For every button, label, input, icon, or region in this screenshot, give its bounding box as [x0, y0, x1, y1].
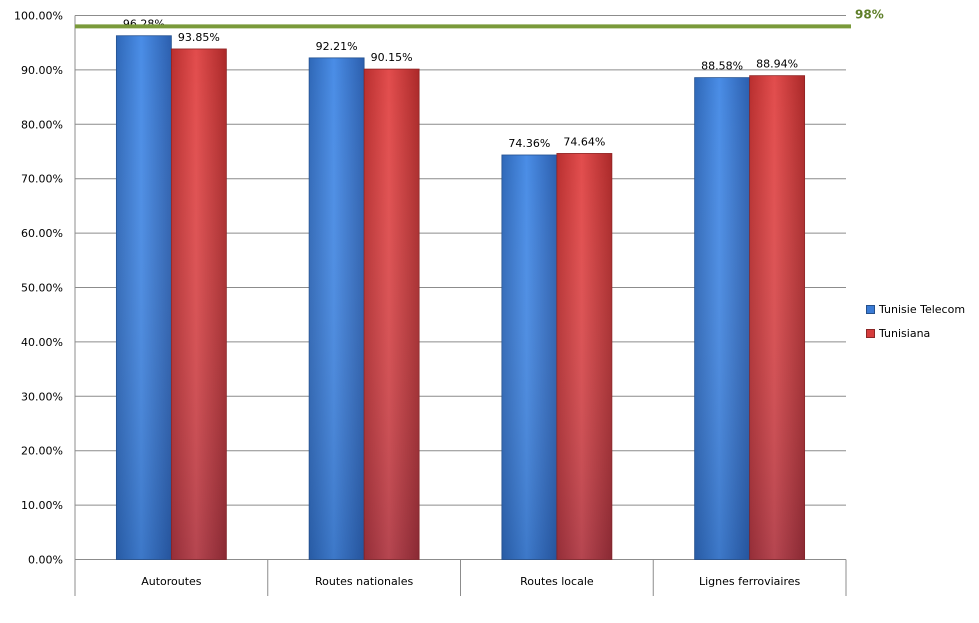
bar-shade [364, 69, 420, 560]
bar-shade [116, 35, 172, 560]
y-tick-label: 100.00% [14, 10, 63, 23]
legend-label: Tunisie Telecom [879, 302, 966, 316]
data-label: 92.21% [316, 40, 358, 53]
y-tick-label: 0.00% [28, 554, 63, 567]
data-label: 88.94% [756, 58, 798, 71]
bar-shade [749, 75, 805, 560]
bars [115, 35, 806, 560]
legend-swatch-tunisiana [866, 328, 875, 338]
y-tick-label: 10.00% [21, 499, 63, 512]
data-label: 93.85% [178, 31, 220, 44]
legend-swatch-tunisie-telecom [866, 304, 875, 314]
data-label: 88.58% [701, 60, 743, 73]
data-label: 90.15% [371, 51, 413, 64]
target-line: 98% [75, 7, 884, 29]
legend-label: Tunisiana [879, 326, 931, 340]
data-label: 96.28% [123, 18, 165, 31]
x-tick-label: Lignes ferroviaires [699, 575, 801, 588]
bar-shade [501, 154, 557, 560]
y-tick-label: 80.00% [21, 118, 63, 131]
axes: 0.00% 10.00% 20.00% 30.00% 40.00% 50.00% 60.00… [14, 10, 847, 596]
target-line-label: 98% [855, 7, 884, 21]
y-tick-label: 50.00% [21, 282, 63, 295]
bar-shade [556, 153, 612, 560]
y-tick-label: 70.00% [21, 173, 63, 186]
bar-shade [309, 57, 365, 560]
x-tick-label: Routes locale [520, 575, 594, 588]
bar-shade [694, 77, 750, 560]
y-tick-label: 30.00% [21, 390, 63, 403]
y-tick-label: 40.00% [21, 336, 63, 349]
data-label: 74.64% [563, 135, 605, 148]
x-tick-label: Autoroutes [141, 575, 202, 588]
x-tick-label: Routes nationales [315, 575, 414, 588]
y-tick-label: 60.00% [21, 227, 63, 240]
y-tick-label: 20.00% [21, 445, 63, 458]
legend-item-tunisiana: Tunisiana [866, 325, 965, 341]
legend-item-tunisie-telecom: Tunisie Telecom [866, 301, 965, 317]
legend: Tunisie Telecom Tunisiana [866, 301, 965, 349]
bar-shade [171, 48, 227, 560]
data-label: 74.36% [508, 137, 550, 150]
y-tick-label: 90.00% [21, 64, 63, 77]
